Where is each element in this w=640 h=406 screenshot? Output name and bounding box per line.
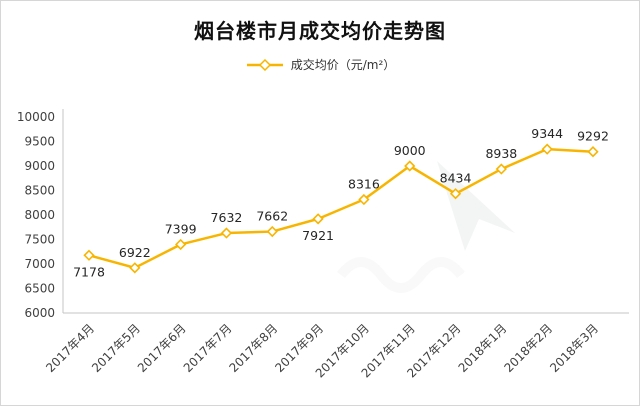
y-tick-label: 7000: [24, 257, 55, 271]
data-point-marker: [358, 193, 370, 206]
y-tick-label: 8500: [24, 184, 55, 198]
x-tick-label: 2017年4月: [43, 321, 97, 375]
data-point-marker: [129, 262, 141, 274]
data-point-marker: [449, 188, 462, 200]
legend-label: 成交均价（元/m²）: [290, 58, 396, 72]
y-tick-label: 7500: [24, 233, 55, 247]
value-label: 8434: [440, 171, 472, 186]
value-label: 8938: [485, 146, 517, 161]
value-label: 7662: [256, 209, 288, 224]
x-tick-label: 2017年8月: [227, 321, 281, 375]
data-point-marker: [587, 146, 599, 158]
line-chart: 6000 6500 7000 7500 8000 8500 9000 9500 10000 201…: [17, 109, 629, 380]
data-point-marker: [495, 163, 507, 175]
value-label: 7399: [165, 221, 197, 236]
watermark-cursor-icon: [437, 161, 515, 251]
chart-title: 烟台楼市月成交均价走势图: [194, 19, 446, 43]
legend-diamond-icon: [258, 58, 271, 71]
y-tick-label: 10000: [17, 110, 55, 124]
data-point-marker: [175, 238, 187, 251]
data-point-marker: [541, 143, 553, 155]
data-point-marker: [220, 227, 233, 239]
value-label: 7921: [302, 228, 334, 243]
y-tick-label: 9500: [24, 135, 55, 149]
value-label: 9000: [394, 143, 426, 158]
x-tick-label: 2018年3月: [547, 321, 601, 375]
data-point-marker: [404, 160, 416, 172]
x-tick-label: 2017年6月: [135, 321, 189, 375]
value-label: 9292: [577, 129, 609, 144]
value-label: 7632: [211, 210, 243, 225]
legend: 成交均价（元/m²）: [1, 56, 639, 73]
x-tick-label: 2017年7月: [181, 321, 235, 375]
value-label: 7178: [73, 264, 105, 279]
x-tick-label: 2018年1月: [456, 321, 510, 375]
data-point-marker: [312, 213, 324, 225]
y-tick-label: 8000: [24, 208, 55, 222]
value-label: 6922: [119, 245, 151, 260]
value-label: 9344: [531, 126, 563, 141]
x-tick-label: 2018年2月: [501, 321, 555, 375]
x-tick-label: 2017年5月: [89, 321, 143, 375]
y-tick-label: 6500: [24, 282, 55, 296]
data-point-marker: [266, 225, 278, 238]
watermark-wave: [337, 257, 465, 293]
value-label: 8316: [348, 177, 380, 192]
data-point-marker: [83, 249, 95, 261]
y-tick-label: 9000: [24, 159, 55, 173]
legend-line-marker-icon: [246, 58, 283, 71]
y-tick-label: 6000: [24, 306, 55, 320]
series-line: [87, 147, 595, 270]
